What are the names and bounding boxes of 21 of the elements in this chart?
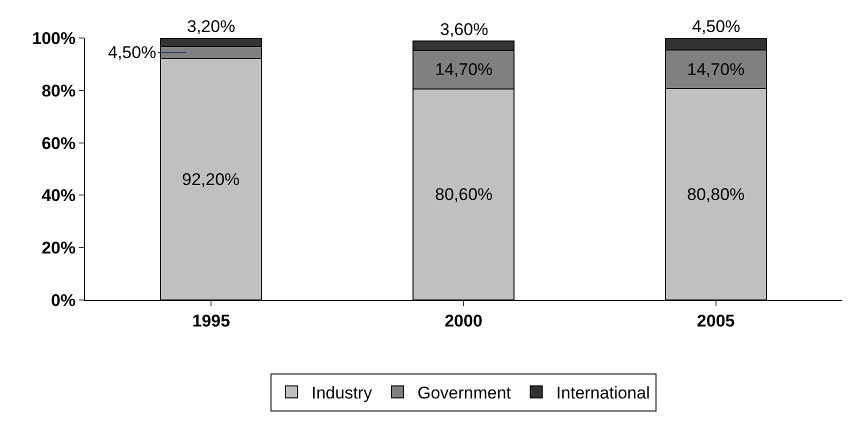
data-label: 80,60%	[435, 185, 493, 204]
x-tick-label: 1995	[192, 311, 230, 330]
y-tick-label: 60%	[42, 134, 76, 153]
y-tick-label: 20%	[42, 238, 76, 258]
data-label: 14,70%	[435, 60, 493, 79]
data-label: 3,60%	[440, 20, 488, 39]
data-label: 80,80%	[687, 185, 745, 204]
legend-label: International	[556, 384, 650, 403]
data-label: 3,20%	[187, 17, 236, 36]
data-label: 4,50%	[692, 17, 740, 36]
data-label: 92,20%	[182, 170, 240, 189]
y-tick-label: 40%	[42, 186, 76, 206]
y-tick-label: 80%	[42, 81, 76, 100]
y-tick-label: 100%	[32, 28, 76, 48]
x-tick-label: 2000	[444, 311, 482, 330]
data-label: 14,70%	[687, 60, 745, 79]
legend-label: Government	[417, 384, 512, 403]
x-tick-label: 2005	[696, 311, 735, 330]
legend-label: Industry	[312, 384, 372, 403]
data-label: 4,50%	[108, 43, 156, 62]
y-tick-label: 0%	[51, 290, 76, 310]
